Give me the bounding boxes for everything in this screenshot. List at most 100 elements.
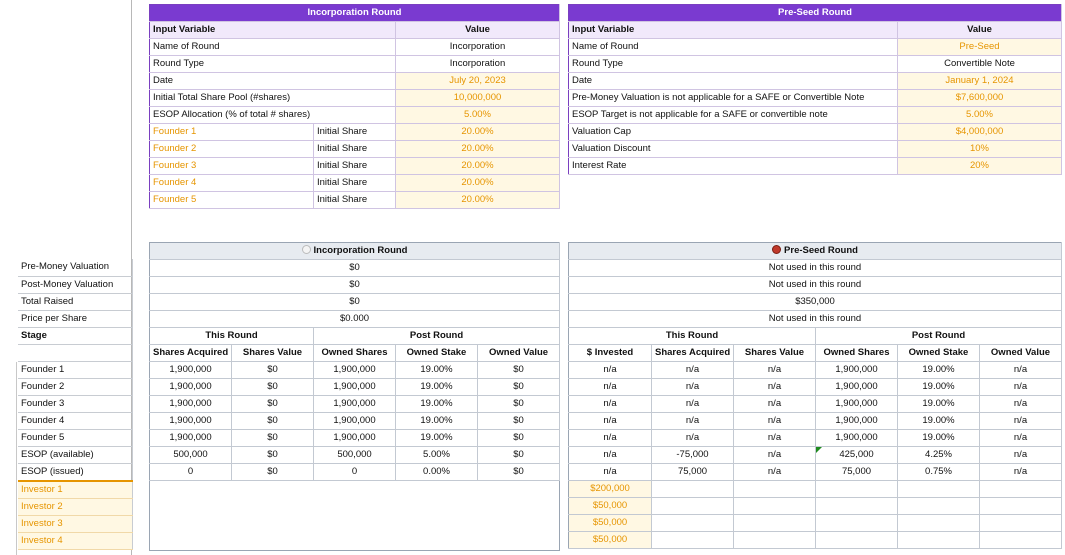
input-label: Pre-Money Valuation is not applicable fo…	[568, 89, 898, 107]
share-type: Initial Share	[313, 191, 396, 209]
incorporation-input-table: Incorporation Round Input Variable Value…	[149, 4, 561, 209]
table-cell: $0	[477, 361, 561, 379]
table-cell: 19.00%	[395, 412, 478, 430]
investor-label[interactable]: Investor 3	[18, 515, 133, 533]
founder-name[interactable]: Founder 1	[149, 123, 314, 141]
table-cell: 75,000	[815, 463, 898, 481]
table-cell: $0	[231, 463, 314, 481]
founder-name[interactable]: Founder 5	[149, 191, 314, 209]
table-cell: 1,900,000	[149, 395, 232, 413]
share-type: Initial Share	[313, 123, 396, 141]
empty-cell	[897, 497, 980, 515]
table-cell: $0	[477, 395, 561, 413]
table-cell: n/a	[651, 395, 734, 413]
table-cell: 1,900,000	[815, 395, 898, 413]
empty-cell	[733, 497, 816, 515]
input-label: Round Type	[149, 55, 396, 73]
input-cell[interactable]: 10%	[897, 140, 1062, 158]
table-cell: n/a	[568, 412, 652, 430]
holder-label: ESOP (available)	[18, 446, 133, 464]
founder-share-cell[interactable]: 20.00%	[395, 157, 561, 175]
investor-label[interactable]: Investor 2	[18, 498, 133, 516]
table-cell: n/a	[568, 395, 652, 413]
preseed-input-table: Pre-Seed Round Input Variable Value Name…	[568, 4, 1062, 175]
table-cell: n/a	[979, 463, 1062, 481]
cell-comment-indicator	[816, 447, 822, 453]
founder-share-cell[interactable]: 20.00%	[395, 123, 561, 141]
table-cell: n/a	[979, 378, 1062, 396]
col-header-value: Value	[395, 21, 561, 39]
table-row: 1,900,000 $0 1,900,000 19.00% $0	[149, 361, 561, 379]
table-cell: 1,900,000	[149, 412, 232, 430]
founder-name[interactable]: Founder 3	[149, 157, 314, 175]
investor-row: $50,000	[568, 497, 1062, 515]
table-cell: $0	[477, 429, 561, 447]
investor-label[interactable]: Investor 4	[18, 532, 133, 550]
table-row: 1,900,000 $0 1,900,000 19.00% $0	[149, 412, 561, 430]
column-header: Shares Value	[231, 344, 314, 362]
table-cell: n/a	[568, 463, 652, 481]
table-cell: 0.75%	[897, 463, 980, 481]
table-cell: 500,000	[313, 446, 396, 464]
investment-input-cell[interactable]: $50,000	[568, 497, 652, 515]
input-cell[interactable]: 5.00%	[395, 106, 561, 124]
table-cell: $0	[477, 463, 561, 481]
table-cell: 1,900,000	[313, 395, 396, 413]
investment-input-cell[interactable]: $50,000	[568, 514, 652, 532]
founder-name[interactable]: Founder 2	[149, 140, 314, 158]
column-header: $ Invested	[568, 344, 652, 362]
column-header: Owned Value	[979, 344, 1062, 362]
share-type: Initial Share	[313, 140, 396, 158]
table-cell: n/a	[979, 395, 1062, 413]
input-cell[interactable]: $4,000,000	[897, 123, 1062, 141]
input-cell[interactable]: 5.00%	[897, 106, 1062, 124]
investment-input-cell[interactable]: $200,000	[568, 480, 652, 498]
investor-row: $200,000	[568, 480, 1062, 498]
table-row: n/a -75,000 n/a 425,000 4.25% n/a	[568, 446, 1062, 464]
table-cell: 19.00%	[395, 395, 478, 413]
founder-name[interactable]: Founder 4	[149, 174, 314, 192]
empty-cell	[897, 531, 980, 549]
table-cell: 1,900,000	[149, 361, 232, 379]
input-cell[interactable]: Incorporation	[395, 38, 561, 56]
table-cell: 425,000	[815, 446, 898, 464]
input-cell[interactable]: $7,600,000	[897, 89, 1062, 107]
table-cell: $0	[231, 378, 314, 396]
table-cell: n/a	[651, 412, 734, 430]
table-title: Pre-Seed Round	[568, 4, 1062, 22]
investor-label[interactable]: Investor 1	[18, 479, 133, 499]
empty-cell	[733, 531, 816, 549]
input-label: ESOP Allocation (% of total # shares)	[149, 106, 396, 124]
founder-share-cell[interactable]: 20.00%	[395, 191, 561, 209]
table-cell: n/a	[979, 412, 1062, 430]
col-header-variable: Input Variable	[568, 21, 898, 39]
table-cell: $0	[231, 429, 314, 447]
input-cell[interactable]: Incorporation	[395, 55, 561, 73]
table-cell: 1,900,000	[313, 378, 396, 396]
investment-input-cell[interactable]: $50,000	[568, 531, 652, 549]
founder-share-cell[interactable]: 20.00%	[395, 174, 561, 192]
empty-cell	[979, 514, 1062, 532]
table-cell: -75,000	[651, 446, 734, 464]
table-cell: 0.00%	[395, 463, 478, 481]
founder-share-cell[interactable]: 20.00%	[395, 140, 561, 158]
input-cell[interactable]: 20%	[897, 157, 1062, 175]
input-label: Valuation Discount	[568, 140, 898, 158]
investor-row: $50,000	[568, 531, 1062, 549]
empty-cell	[979, 497, 1062, 515]
table-cell: n/a	[733, 395, 816, 413]
table-cell: n/a	[568, 361, 652, 379]
input-cell[interactable]: 10,000,000	[395, 89, 561, 107]
post-round-header: Post Round	[313, 327, 561, 345]
column-header: Owned Shares	[815, 344, 898, 362]
input-cell[interactable]: Convertible Note	[897, 55, 1062, 73]
label-stage: Stage	[18, 327, 133, 345]
table-cell: n/a	[733, 429, 816, 447]
holder-label: Founder 4	[18, 412, 133, 430]
table-cell: n/a	[733, 378, 816, 396]
input-cell[interactable]: Pre-Seed	[897, 38, 1062, 56]
summary-cell: $0.000	[149, 310, 561, 328]
input-cell[interactable]: July 20, 2023	[395, 72, 561, 90]
input-cell[interactable]: January 1, 2024	[897, 72, 1062, 90]
table-cell: 1,900,000	[313, 361, 396, 379]
